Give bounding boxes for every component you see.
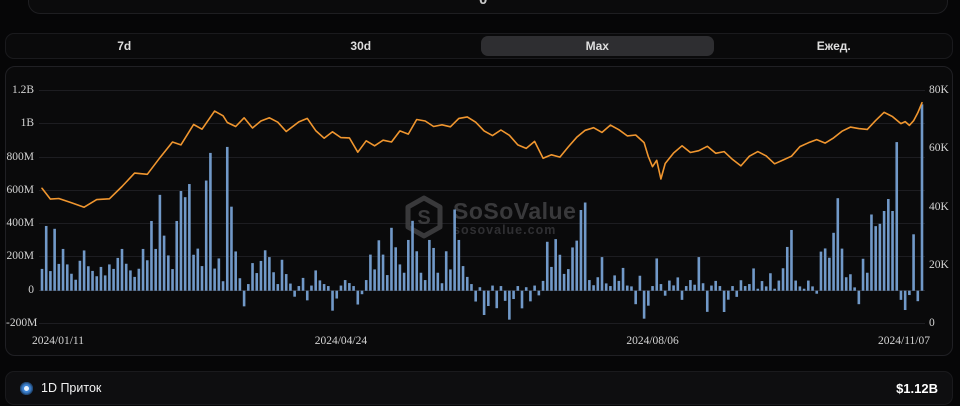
left-axis-tick: 1.2B (11, 84, 34, 96)
left-axis-tick: 400M (6, 217, 34, 230)
gridline (39, 289, 925, 291)
left-axis-tick: -200M (6, 317, 38, 329)
right-axis-tick: 40K (929, 200, 949, 213)
left-axis-tick: 0 (28, 283, 34, 296)
left-axis-tick: 800M (6, 150, 34, 163)
svg-text:S: S (417, 207, 430, 229)
right-axis-tick: 20K (929, 258, 949, 271)
gridline (39, 323, 925, 324)
inflow-bars (40, 104, 924, 320)
gridline (39, 90, 925, 91)
top-cropped-text: 0 (479, 0, 487, 7)
top-cropped-panel: 0 (28, 0, 948, 14)
legend-bar: 1D Приток $1.12B (5, 371, 953, 405)
watermark-domain: sosovalue.com (453, 222, 557, 237)
left-axis-tick: 200M (6, 250, 34, 263)
gridline (39, 223, 925, 225)
chart-plot[interactable] (39, 91, 925, 331)
series-radio-dot (24, 385, 29, 391)
gridline (39, 189, 925, 191)
watermark: S SoSoValue sosovalue.com (404, 195, 576, 239)
series-value: $1.12B (896, 380, 938, 396)
watermark-name: SoSoValue (453, 197, 577, 224)
price-line (41, 101, 923, 208)
tab-7d[interactable]: 7d (117, 39, 132, 53)
tab-[interactable]: Ежед. (816, 39, 851, 53)
x-axis-tick: 2024/01/11 (32, 335, 84, 347)
x-axis-tick: 2024/04/24 (314, 335, 368, 347)
sosovalue-logo-icon: S (405, 195, 443, 239)
gridline (39, 123, 925, 125)
x-axis-tick: 2024/08/06 (626, 335, 679, 347)
watermark-texts: SoSoValue sosovalue.com (453, 198, 576, 237)
legend-item[interactable]: 1D Приток (20, 381, 101, 395)
tab-30d[interactable]: 30d (350, 39, 372, 53)
right-axis-tick: 80K (929, 84, 949, 96)
x-axis-tick: 2024/11/07 (878, 335, 930, 347)
gridline (39, 156, 925, 158)
left-axis-tick: 1B (20, 117, 34, 130)
series-label: 1D Приток (41, 381, 102, 395)
right-axis-tick: 0 (929, 317, 935, 329)
right-axis-tick: 60K (929, 142, 949, 155)
series-radio-icon (20, 381, 33, 395)
timeframe-tabs: 7d 30d Max Ежед. (5, 33, 953, 59)
gridline (39, 256, 925, 258)
tab-max[interactable]: Max (481, 36, 714, 56)
chart-panel: 1.2B 1B 800M 600M 400M 200M 0 -200M 80K 60K 40K 20… (5, 66, 953, 356)
left-axis-tick: 600M (6, 183, 34, 196)
